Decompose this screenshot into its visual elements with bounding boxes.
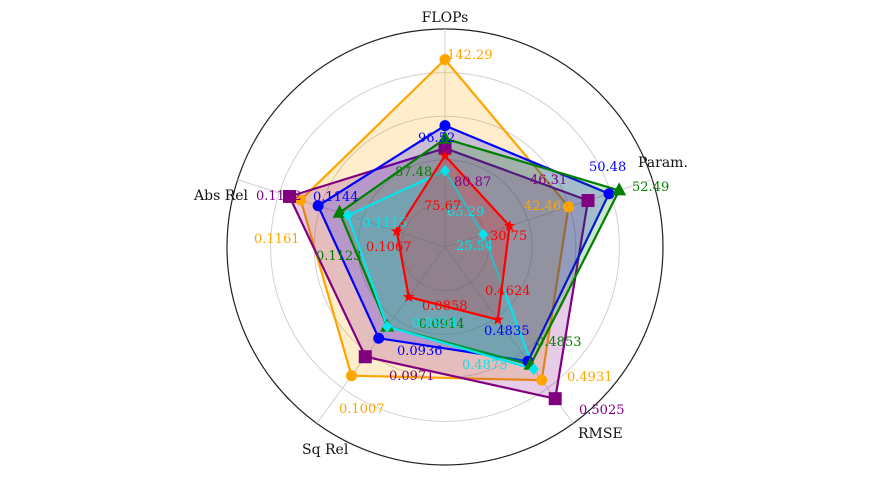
series-2-value-label-4: 0.0971: [389, 369, 435, 384]
series-3-value-label-3: 0.4835: [484, 324, 530, 339]
series-areas: [288, 58, 621, 400]
series-4-point-1: [438, 130, 452, 144]
series-4-point-5: [332, 204, 347, 218]
axis-label-rmse: RMSE: [578, 426, 623, 442]
series-1-point-1: [439, 54, 451, 66]
series-markers: [283, 54, 627, 406]
series-1-value-label-1: 142.29: [447, 48, 493, 63]
series-6-value-label-2: 30.75: [490, 229, 527, 244]
series-2-value-label-2: 46.31: [530, 173, 567, 188]
series-2-point-2: [581, 194, 595, 208]
series-6-point-5: [391, 225, 403, 237]
axis-label-flops: FLOPs: [422, 10, 469, 26]
series-3-value-label-5: 0.1144: [313, 190, 359, 205]
series-5-value-label-3: 0.4875: [462, 358, 508, 373]
series-1-point-5: [295, 194, 307, 206]
series-4-value-label-5: 0.1123: [316, 249, 362, 264]
series-3-value-label-1: 96.52: [418, 131, 455, 146]
series-area-4: [338, 137, 621, 366]
series-6-value-label-1: 75.67: [424, 199, 461, 214]
series-3-point-4: [373, 332, 385, 344]
series-2-value-label-1: 80.87: [454, 175, 491, 190]
series-3-value-label-2: 50.48: [589, 160, 626, 175]
series-2-point-1: [438, 141, 452, 155]
series-1-value-label-5: 0.1161: [254, 232, 300, 247]
series-4-value-label-2: 52.49: [632, 180, 669, 195]
axis-label-abs-rel: Abs Rel: [193, 188, 249, 204]
series-5-point-4: [382, 320, 393, 333]
series-4-value-label-1: 87.48: [395, 165, 432, 180]
series-3-point-1: [439, 120, 451, 132]
series-1-point-3: [536, 374, 548, 386]
series-5-point-3: [528, 363, 539, 376]
series-4-value-label-4: 0.0914: [419, 317, 465, 332]
axis-label-sq-rel: Sq Rel: [302, 442, 349, 458]
series-3-value-label-4: 0.0936: [397, 344, 443, 359]
series-4-point-2: [612, 182, 627, 196]
series-5-value-label-1: 65.29: [447, 205, 484, 220]
series-5-point-1: [440, 164, 450, 177]
series-2-point-4: [358, 350, 372, 364]
series-1-value-label-3: 0.4931: [567, 370, 613, 385]
value-labels: 142.29 42.46 0.4931 0.1007 0.1161 80.87 46.31 0…: [254, 48, 669, 418]
series-6-point-4: [402, 291, 415, 302]
series-area-5: [346, 169, 535, 371]
series-5-value-label-5: 0.1115: [362, 216, 408, 231]
series-2-value-label-5: 0.1172: [256, 189, 302, 204]
series-6-value-label-3: 0.4624: [485, 284, 531, 299]
series-area-6: [395, 154, 511, 321]
series-4-value-label-3: 0.4853: [536, 335, 582, 350]
series-1-point-2: [563, 201, 575, 213]
series-6-point-3: [492, 313, 504, 325]
series-5-value-label-4: 0.0914: [412, 316, 458, 331]
series-3-point-2: [603, 188, 615, 200]
series-6-point-1: [439, 149, 451, 161]
series-2-value-label-3: 0.5025: [579, 403, 625, 418]
series-6-point-2: [503, 220, 516, 231]
series-2-point-3: [548, 392, 562, 406]
series-2-point-5: [283, 189, 297, 203]
axis-label-param: Param.: [638, 155, 688, 171]
series-1-point-4: [345, 370, 357, 382]
series-3-point-5: [312, 200, 324, 212]
series-1-value-label-2: 42.46: [524, 199, 561, 214]
series-5-point-2: [478, 228, 489, 241]
series-area-3: [317, 124, 611, 363]
series-6-value-label-5: 0.1067: [366, 240, 412, 255]
series-1-value-label-4: 0.1007: [339, 402, 385, 417]
series-5-point-5: [342, 209, 353, 222]
series-area-2: [288, 147, 590, 400]
series-area-1: [299, 58, 570, 382]
series-5-value-label-2: 25.54: [456, 239, 493, 254]
series-6-value-label-4: 0.0858: [422, 299, 468, 314]
